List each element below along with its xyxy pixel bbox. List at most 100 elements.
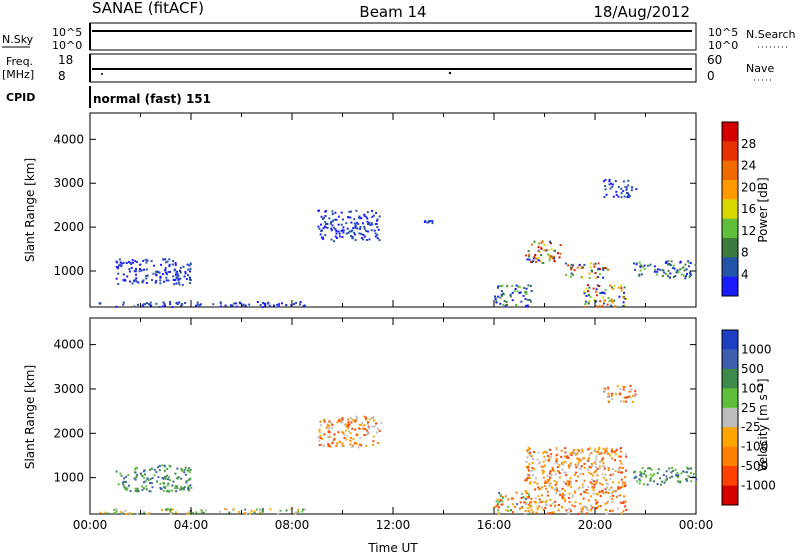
echo-cell [554,504,557,507]
echo-cell [115,508,118,511]
echo-cell [611,467,614,470]
echo-cell [629,385,632,387]
echo-cell [549,240,551,243]
echo-cell [676,472,679,474]
echo-cell [605,479,608,482]
echo-cell [220,305,223,308]
x-tick-label: 00:00 [73,518,108,532]
echo-cell [332,439,335,442]
echo-cell [525,292,528,295]
echo-cell [124,509,127,512]
echo-cell [142,303,145,306]
echo-cell [261,509,264,512]
echo-cell [169,512,172,515]
echo-cell [115,510,118,513]
echo-cell [497,295,500,298]
echo-cell [349,432,352,435]
echo-cell [301,510,304,513]
echo-cell [567,464,570,467]
echo-cell [679,261,682,264]
echo-cell [188,478,191,481]
echo-cell [614,470,617,473]
echo-cell [603,196,606,198]
echo-cell [144,258,147,261]
echo-cell [335,230,338,233]
echo-cell [510,509,512,512]
echo-cell [617,195,620,198]
echo-cell [633,477,636,480]
echo-cell [588,453,591,456]
echo-cell [614,459,617,462]
echo-cell [345,423,347,426]
echo-cell [145,261,148,264]
colorbar-tick-label: 1000 [741,342,772,356]
echo-cell [357,446,360,449]
echo-cell [125,475,128,478]
echo-cell [568,492,571,495]
echo-cell [195,511,198,514]
echo-cell [536,482,539,485]
echo-cell [174,263,177,266]
echo-cell [500,503,503,506]
echo-cell [555,447,558,450]
echo-cell [502,303,505,306]
echo-cell [595,503,597,505]
echo-cell [620,478,623,481]
echo-cell [507,509,510,512]
echo-cell [565,456,568,459]
echo-cell [168,265,171,268]
echo-cell [564,471,567,474]
echo-cell [169,303,172,306]
echo-cell [534,261,537,263]
echo-cell [537,486,540,489]
echo-cell [667,263,670,266]
echo-cell [592,489,595,492]
echo-cell [614,453,617,456]
echo-cell [559,244,562,246]
echo-cell [552,511,555,514]
echo-cell [602,180,605,183]
echo-cell [656,472,659,475]
echo-cell [659,477,662,480]
echo-cell [371,425,374,428]
echo-cell [350,436,352,439]
time-xlabel: Time UT [367,541,418,554]
echo-cell [549,512,552,515]
echo-cell [588,272,591,275]
echo-cell [142,481,145,484]
echo-cell [196,303,199,306]
echo-cell [622,304,625,307]
echo-cell [299,301,302,303]
echo-cell [546,452,549,455]
echo-cell [347,424,350,427]
echo-cell [375,223,378,225]
echo-cell [570,266,572,269]
echo-cell [682,470,685,473]
echo-cell [608,180,611,183]
echo-cell [330,229,333,232]
echo-cell [166,474,169,477]
echo-cell [337,431,340,434]
echo-cell [626,196,629,199]
echo-cell [619,388,622,391]
echo-cell [689,274,692,276]
echo-cell [328,435,331,438]
echo-cell [578,486,581,489]
echo-cell [525,305,528,308]
freq-unit-label: [MHz] [2,68,34,81]
echo-cell [594,499,597,502]
echo-cell [623,304,626,307]
echo-cell [680,472,683,475]
echo-cell [348,210,351,213]
echo-cell [363,434,366,436]
colorbar-tick-label: -1000 [741,479,776,493]
echo-cell [511,291,514,294]
echo-cell [556,448,559,451]
echo-cell [605,450,608,453]
echo-cell [626,192,629,195]
echo-cell [588,276,591,279]
echo-cell [256,301,259,303]
echo-cell [531,261,533,263]
echo-cell [610,486,613,489]
echo-cell [200,509,203,512]
